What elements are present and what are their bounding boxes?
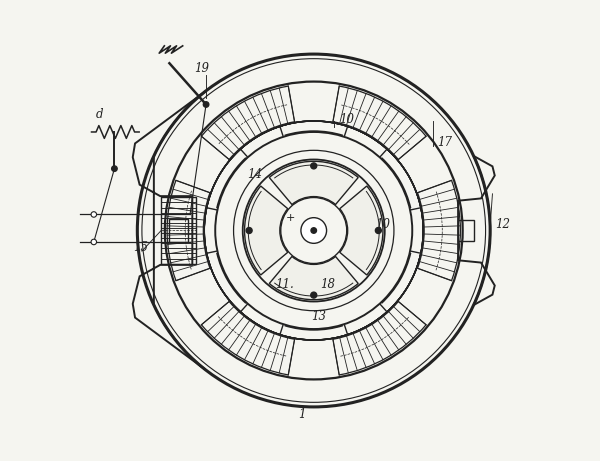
Circle shape [112,166,117,171]
Polygon shape [458,156,495,305]
Circle shape [91,239,97,245]
Text: 14: 14 [247,168,262,181]
Text: 11.: 11. [275,278,293,291]
Circle shape [91,212,97,217]
Text: 10: 10 [339,113,354,126]
Text: 18: 18 [320,278,335,291]
Text: 12: 12 [495,218,510,231]
Circle shape [301,218,326,243]
Text: 10: 10 [376,218,391,231]
Circle shape [376,228,382,233]
Text: 17: 17 [437,136,452,149]
Circle shape [311,292,317,298]
Text: 19: 19 [194,62,209,76]
Bar [458,220,474,241]
Text: 1: 1 [299,408,306,421]
Circle shape [311,163,317,169]
Polygon shape [133,91,205,370]
Wedge shape [245,186,288,275]
Text: +: + [286,213,296,223]
Text: d: d [96,108,104,121]
Circle shape [203,102,209,107]
Bar [169,219,188,242]
Wedge shape [340,186,383,275]
Circle shape [246,228,252,233]
Bar [161,197,196,264]
Text: 13: 13 [311,310,326,323]
Wedge shape [269,256,358,300]
Circle shape [311,228,316,233]
Text: 15: 15 [133,241,148,254]
Wedge shape [269,161,358,205]
